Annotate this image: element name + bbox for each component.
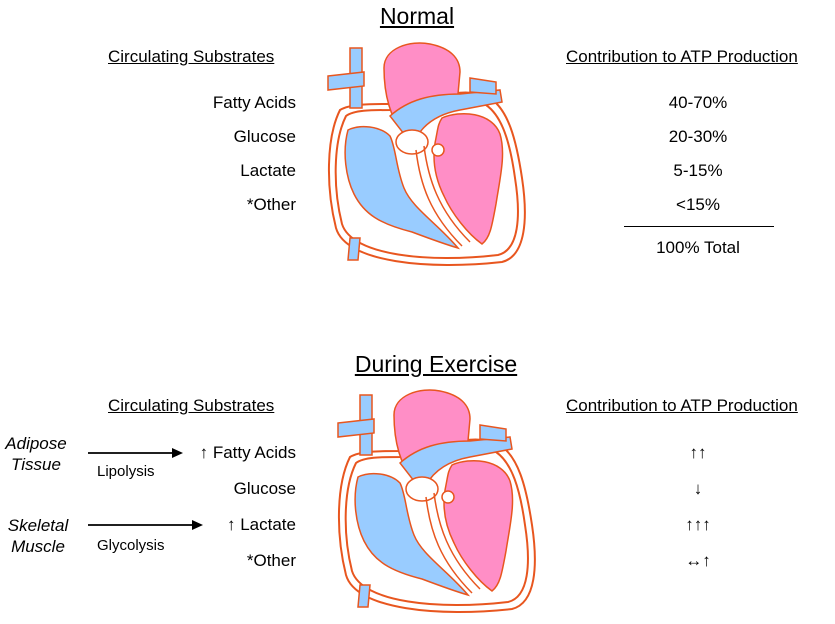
normal-contribution-other: <15%: [676, 195, 720, 214]
exercise-substrates-header: Circulating Substrates: [108, 396, 275, 415]
normal-contribution-fatty-acids: 40-70%: [668, 93, 728, 112]
heart-illustration-exercise: [337, 389, 536, 613]
source-skeletal-muscle: Skeletal Muscle: [7, 516, 69, 556]
heart-icon: [337, 389, 536, 613]
exercise-substrate-glucose: Glucose: [233, 479, 296, 498]
normal-contribution-header: Contribution to ATP Production: [566, 47, 798, 66]
normal-substrate-fatty-acids: Fatty Acids: [212, 93, 296, 112]
normal-contribution-lactate: 5-15%: [673, 161, 723, 180]
exercise-contribution-other: ↔↑: [685, 551, 711, 570]
glycolysis-arrow: [88, 520, 203, 530]
normal-total: 100% Total: [656, 238, 740, 257]
total-divider: [624, 226, 774, 227]
heart-icon: [327, 42, 526, 266]
exercise-title: During Exercise: [354, 351, 518, 377]
exercise-contribution-header: Contribution to ATP Production: [566, 396, 798, 415]
exercise-contribution-glucose: ↓: [693, 479, 703, 498]
exercise-substrate-lactate: ↑ Lactate: [227, 515, 296, 534]
normal-title: Normal: [379, 3, 455, 29]
normal-contribution-glucose: 20-30%: [668, 127, 728, 146]
exercise-contribution-lactate: ↑↑↑: [685, 515, 711, 534]
normal-substrate-glucose: Glucose: [233, 127, 296, 146]
normal-substrates-header: Circulating Substrates: [108, 47, 275, 66]
exercise-substrate-other: *Other: [246, 551, 296, 570]
process-lipolysis: Lipolysis: [97, 463, 155, 480]
normal-substrate-lactate: Lactate: [240, 161, 296, 180]
exercise-substrate-fatty-acids: ↑ Fatty Acids: [199, 443, 296, 462]
lipolysis-arrow: [88, 448, 183, 458]
source-adipose-tissue: Adipose Tissue: [5, 434, 67, 474]
exercise-contribution-fatty-acids: ↑↑: [689, 443, 707, 462]
normal-substrate-other: *Other: [246, 195, 296, 214]
heart-illustration-normal: [327, 42, 526, 266]
process-glycolysis: Glycolysis: [97, 537, 165, 554]
